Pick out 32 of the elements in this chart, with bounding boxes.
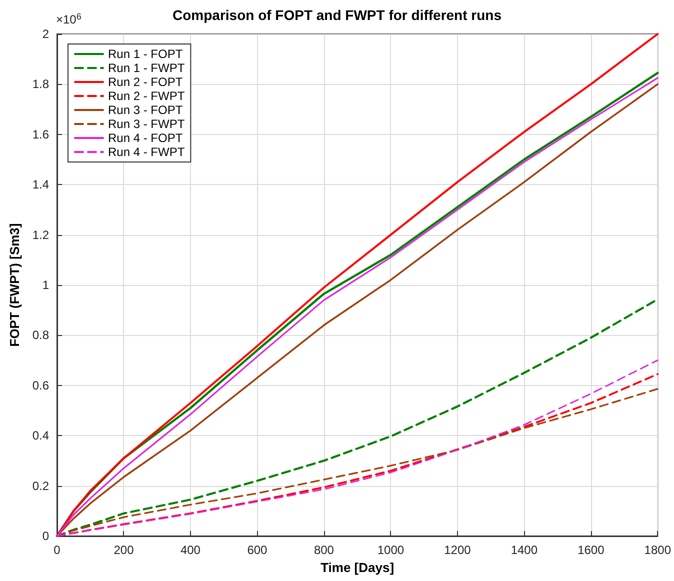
x-tick-label: 400 (180, 543, 201, 557)
y-tick-label: 0.4 (32, 428, 50, 443)
x-tick-label: 800 (314, 543, 334, 557)
x-tick-label: 1000 (377, 543, 404, 557)
legend-label: Run 2 - FOPT (108, 75, 184, 89)
y-tick-label: 0.8 (32, 328, 50, 342)
x-tick-label: 200 (114, 543, 134, 557)
legend-label: Run 3 - FWPT (108, 117, 186, 131)
legend-label: Run 1 - FOPT (108, 47, 184, 61)
y-tick-label: 1.2 (32, 228, 50, 242)
x-tick-label: 1800 (644, 543, 672, 557)
legend-label: Run 4 - FWPT (108, 145, 186, 159)
y-tick-label: 1.4 (32, 178, 50, 192)
legend-label: Run 1 - FWPT (108, 61, 186, 75)
y-tick-label: 0.6 (32, 378, 50, 392)
y-tick-label: 1.8 (32, 77, 50, 92)
x-tick-label: 1400 (510, 543, 538, 557)
x-tick-label: 1200 (444, 543, 472, 557)
y-tick-label: 0.2 (32, 478, 50, 493)
y-tick-label: 0 (42, 529, 50, 543)
y-tick-label: 2 (42, 27, 50, 41)
y-axis-title: FOPT (FWPT) [Sm3] (7, 223, 22, 347)
x-tick-label: 0 (54, 543, 61, 557)
x-axis-title: Time [Days] (320, 560, 394, 575)
x-tick-label: 1600 (578, 543, 605, 557)
y-tick-label: 1 (42, 278, 50, 292)
legend-label: Run 3 - FOPT (108, 103, 184, 117)
legend-label: Run 4 - FOPT (108, 131, 184, 145)
chart-title: Comparison of FOPT and FWPT for different runs (172, 7, 502, 23)
x-tick-label: 600 (247, 543, 268, 557)
legend-label: Run 2 - FWPT (108, 89, 186, 103)
y-tick-label: 1.6 (32, 127, 50, 142)
